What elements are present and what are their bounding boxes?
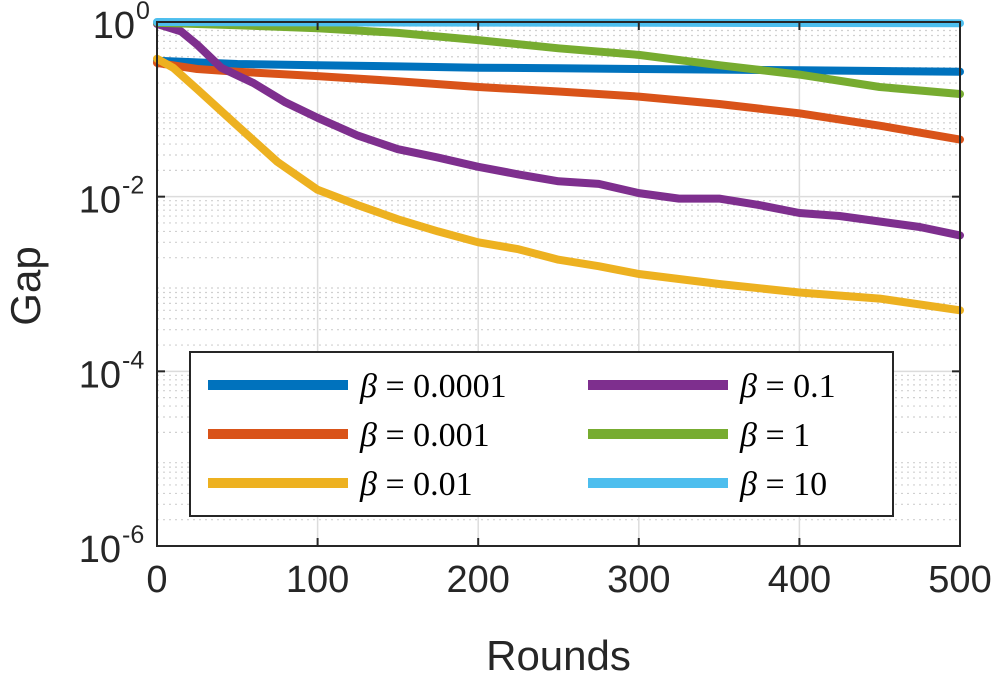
axis-ticks xyxy=(156,21,961,547)
y-tick-base: 10 xyxy=(79,529,121,571)
legend-item: β = 0.1 xyxy=(588,368,836,405)
y-tick-base: 10 xyxy=(93,5,135,47)
series-line-3 xyxy=(153,19,964,240)
legend-label: β = 1 xyxy=(739,417,810,454)
series-line-4 xyxy=(153,18,964,98)
x-tick-label: 0 xyxy=(146,559,167,601)
legend-label: β = 0.001 xyxy=(359,417,490,454)
legend-item: β = 0.01 xyxy=(208,466,473,503)
y-tick-exponent: -6 xyxy=(122,521,144,549)
x-axis-tick-labels: 0 100 200 300 400 500 xyxy=(146,559,991,601)
y-tick-label: 10 -4 xyxy=(79,346,145,396)
legend-item: β = 0.0001 xyxy=(208,368,507,405)
x-axis-label: Rounds xyxy=(486,632,631,678)
y-tick-base: 10 xyxy=(79,354,121,396)
y-tick-base: 10 xyxy=(79,180,121,222)
y-tick-label: 10 -2 xyxy=(79,172,145,222)
legend-item: β = 0.001 xyxy=(208,417,490,454)
legend-label: β = 10 xyxy=(739,466,827,503)
y-tick-exponent: 0 xyxy=(136,0,150,25)
legend-label: β = 0.0001 xyxy=(359,368,507,405)
x-tick-label: 500 xyxy=(928,559,991,601)
y-tick-exponent: -2 xyxy=(122,172,144,200)
legend: β = 0.0001 β = 0.001 β = 0.01 β = 0.1 β = 1 β… xyxy=(189,351,894,517)
series-line-0 xyxy=(153,56,964,76)
y-tick-label: 10 0 xyxy=(93,0,150,47)
x-tick-label: 200 xyxy=(446,559,509,601)
x-tick-label: 400 xyxy=(768,559,831,601)
y-tick-label: 10 -6 xyxy=(79,521,145,571)
y-tick-exponent: -4 xyxy=(122,346,144,374)
legend-label: β = 0.1 xyxy=(739,368,836,405)
series-line-2 xyxy=(153,54,964,315)
legend-item: β = 1 xyxy=(588,417,810,454)
legend-label: β = 0.01 xyxy=(359,466,473,503)
x-tick-label: 100 xyxy=(286,559,349,601)
y-axis-label: Gap xyxy=(2,246,49,325)
legend-item: β = 10 xyxy=(588,466,827,503)
plot-area-border xyxy=(156,21,961,547)
series-lines xyxy=(153,18,964,315)
x-tick-label: 300 xyxy=(607,559,670,601)
